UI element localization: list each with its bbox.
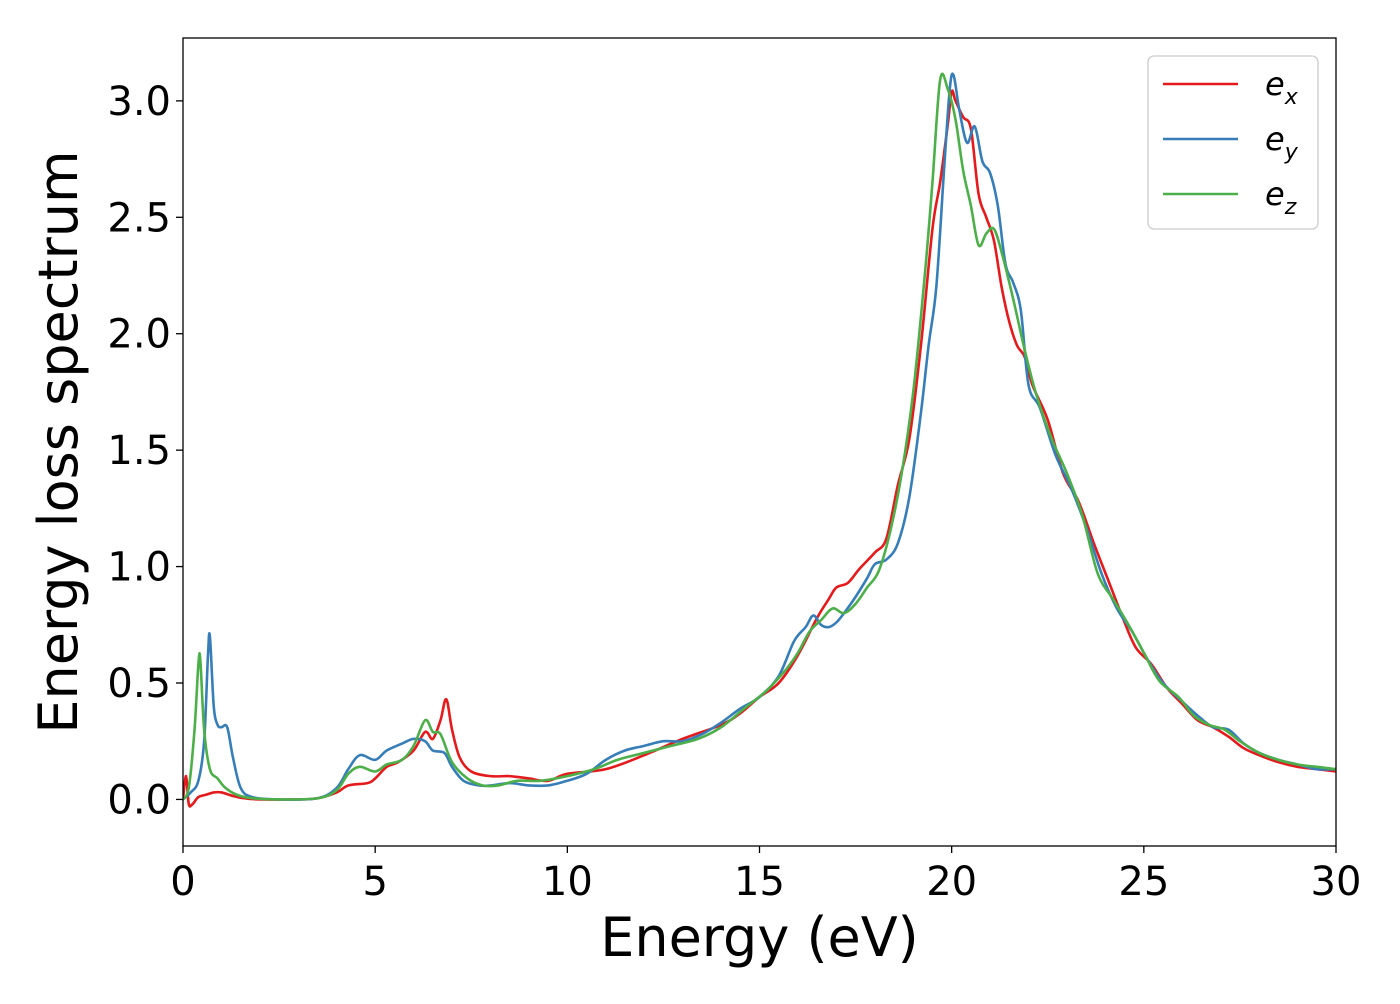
y-tick-label: 0.0 bbox=[107, 777, 171, 823]
y-tick-label: 2.0 bbox=[107, 312, 171, 358]
legend-box bbox=[1147, 55, 1319, 230]
x-tick-label: 15 bbox=[734, 859, 785, 905]
y-tick-label: 0.5 bbox=[107, 661, 171, 707]
y-axis-ticks: 0.0 0.5 1.0 1.5 2.0 2.5 3.0 bbox=[107, 79, 183, 823]
x-tick-label: 5 bbox=[362, 859, 387, 905]
x-tick-label: 25 bbox=[1118, 859, 1169, 905]
y-tick-label: 3.0 bbox=[107, 79, 171, 125]
series-line-z bbox=[183, 72, 1336, 801]
x-axis-ticks: 0 5 10 15 20 25 30 bbox=[170, 846, 1361, 905]
y-axis-label: Energy loss spectrum bbox=[27, 150, 90, 733]
y-tick-label: 2.5 bbox=[107, 195, 171, 241]
x-tick-label: 10 bbox=[542, 859, 593, 905]
x-axis-label: Energy (eV) bbox=[600, 906, 919, 969]
y-tick-label: 1.0 bbox=[107, 545, 171, 591]
x-tick-label: 0 bbox=[170, 859, 195, 905]
x-tick-label: 30 bbox=[1311, 859, 1362, 905]
series-line-x bbox=[183, 89, 1336, 808]
series-lines bbox=[183, 72, 1336, 808]
y-tick-label: 1.5 bbox=[107, 428, 171, 474]
x-tick-label: 20 bbox=[926, 859, 977, 905]
